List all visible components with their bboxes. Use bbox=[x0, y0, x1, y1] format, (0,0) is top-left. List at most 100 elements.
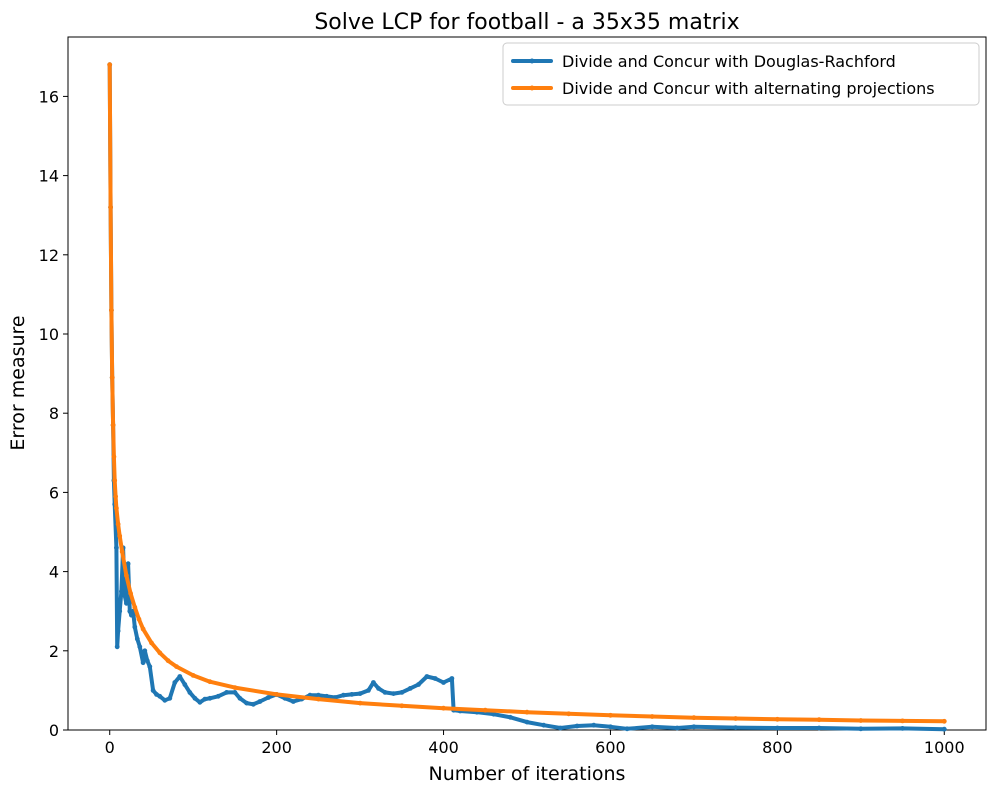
data-point-alternating-projections bbox=[274, 692, 279, 697]
data-point-alternating-projections bbox=[733, 716, 738, 721]
data-point-douglas-rachford bbox=[115, 628, 121, 634]
data-point-douglas-rachford bbox=[608, 724, 613, 730]
data-point-alternating-projections bbox=[775, 716, 780, 722]
data-point-douglas-rachford bbox=[382, 690, 388, 695]
data-point-douglas-rachford bbox=[399, 690, 405, 695]
data-point-alternating-projections bbox=[114, 505, 119, 511]
data-point-douglas-rachford bbox=[147, 664, 153, 669]
data-point-alternating-projections bbox=[136, 616, 142, 622]
data-point-alternating-projections bbox=[524, 709, 530, 715]
data-point-douglas-rachford bbox=[182, 682, 188, 687]
x-axis-label: Number of iterations bbox=[429, 763, 626, 785]
data-point-douglas-rachford bbox=[432, 676, 438, 681]
x-tick-label: 800 bbox=[762, 738, 793, 757]
data-point-alternating-projections bbox=[107, 62, 113, 68]
data-point-alternating-projections bbox=[140, 626, 146, 632]
data-point-douglas-rachford bbox=[324, 693, 330, 699]
data-point-alternating-projections bbox=[110, 422, 116, 428]
data-point-douglas-rachford bbox=[125, 561, 131, 567]
data-point-douglas-rachford bbox=[416, 682, 421, 687]
data-point-alternating-projections bbox=[190, 673, 196, 678]
data-point-alternating-projections bbox=[399, 703, 405, 709]
data-point-douglas-rachford bbox=[162, 697, 168, 703]
series-line-alternating-projections bbox=[107, 62, 947, 724]
data-point-alternating-projections bbox=[441, 705, 446, 711]
data-point-douglas-rachford bbox=[424, 674, 430, 679]
data-point-alternating-projections bbox=[117, 533, 123, 539]
data-point-alternating-projections bbox=[316, 696, 321, 702]
data-point-alternating-projections bbox=[858, 718, 864, 723]
data-point-douglas-rachford bbox=[624, 726, 630, 732]
data-point-douglas-rachford bbox=[491, 711, 496, 717]
data-point-douglas-rachford bbox=[674, 725, 680, 731]
data-point-alternating-projections bbox=[207, 679, 213, 685]
data-point-alternating-projections bbox=[566, 711, 572, 717]
data-point-douglas-rachford bbox=[187, 690, 193, 695]
chart-title: Solve LCP for football - a 35x35 matrix bbox=[314, 10, 739, 35]
data-point-alternating-projections bbox=[149, 640, 154, 646]
x-tick-label: 1000 bbox=[924, 738, 965, 757]
data-point-douglas-rachford bbox=[257, 699, 263, 704]
data-point-alternating-projections bbox=[174, 664, 179, 669]
data-point-alternating-projections bbox=[112, 478, 118, 483]
data-point-douglas-rachford bbox=[197, 699, 203, 705]
data-point-alternating-projections bbox=[113, 494, 118, 499]
data-point-douglas-rachford bbox=[858, 726, 864, 732]
data-point-douglas-rachford bbox=[441, 680, 446, 685]
data-point-douglas-rachford bbox=[941, 726, 947, 732]
y-tick-label: 2 bbox=[49, 642, 59, 661]
data-point-douglas-rachford bbox=[316, 692, 321, 698]
x-tick-label: 600 bbox=[595, 738, 626, 757]
y-tick-label: 0 bbox=[49, 721, 59, 740]
data-point-alternating-projections bbox=[157, 650, 163, 656]
legend-box bbox=[502, 42, 980, 106]
data-point-douglas-rachford bbox=[391, 691, 396, 696]
data-point-douglas-rachford bbox=[124, 600, 129, 606]
series-layer bbox=[107, 62, 947, 732]
data-point-alternating-projections bbox=[119, 549, 125, 555]
data-point-alternating-projections bbox=[941, 718, 947, 724]
data-point-douglas-rachford bbox=[224, 690, 230, 695]
data-point-douglas-rachford bbox=[167, 695, 173, 701]
x-tick-label: 200 bbox=[261, 738, 292, 757]
data-point-douglas-rachford bbox=[122, 593, 128, 598]
data-point-douglas-rachford bbox=[524, 719, 530, 725]
data-point-douglas-rachford bbox=[150, 688, 156, 693]
x-axis: 0 200 400 600 800 1000 bbox=[105, 730, 965, 757]
data-point-douglas-rachford bbox=[407, 686, 413, 691]
data-point-douglas-rachford bbox=[691, 724, 697, 730]
data-point-douglas-rachford bbox=[129, 612, 134, 618]
y-axis-label: Error measure bbox=[7, 315, 29, 450]
data-point-douglas-rachford bbox=[649, 724, 655, 730]
data-point-alternating-projections bbox=[132, 604, 138, 610]
plot-area-frame bbox=[67, 36, 987, 731]
data-point-alternating-projections bbox=[357, 700, 363, 706]
y-tick-label: 4 bbox=[49, 563, 59, 582]
legend: Divide and Concur with Douglas-Rachford … bbox=[502, 42, 980, 106]
data-point-douglas-rachford bbox=[117, 608, 123, 614]
legend-label-douglas-rachford: Divide and Concur with Douglas-Rachford bbox=[562, 52, 896, 71]
data-point-alternating-projections bbox=[649, 714, 655, 719]
data-point-douglas-rachford bbox=[775, 725, 780, 731]
data-point-douglas-rachford bbox=[507, 714, 513, 720]
data-point-douglas-rachford bbox=[172, 680, 178, 685]
data-point-douglas-rachford bbox=[265, 695, 271, 700]
data-point-douglas-rachford bbox=[114, 545, 119, 551]
y-tick-label: 8 bbox=[49, 404, 59, 423]
data-point-douglas-rachford bbox=[733, 725, 738, 730]
data-point-douglas-rachford bbox=[157, 693, 163, 699]
data-point-douglas-rachford bbox=[541, 722, 547, 728]
data-point-alternating-projections bbox=[691, 715, 697, 721]
data-point-douglas-rachford bbox=[449, 676, 455, 681]
data-point-douglas-rachford bbox=[232, 690, 238, 695]
x-tick-label: 400 bbox=[428, 738, 459, 757]
data-point-douglas-rachford bbox=[132, 624, 138, 630]
data-point-douglas-rachford bbox=[558, 725, 563, 731]
data-point-douglas-rachford bbox=[140, 660, 146, 666]
data-point-douglas-rachford bbox=[142, 648, 148, 654]
data-point-douglas-rachford bbox=[250, 701, 256, 707]
data-point-alternating-projections bbox=[232, 685, 238, 690]
data-point-alternating-projections bbox=[109, 307, 114, 313]
data-point-douglas-rachford bbox=[215, 693, 221, 699]
